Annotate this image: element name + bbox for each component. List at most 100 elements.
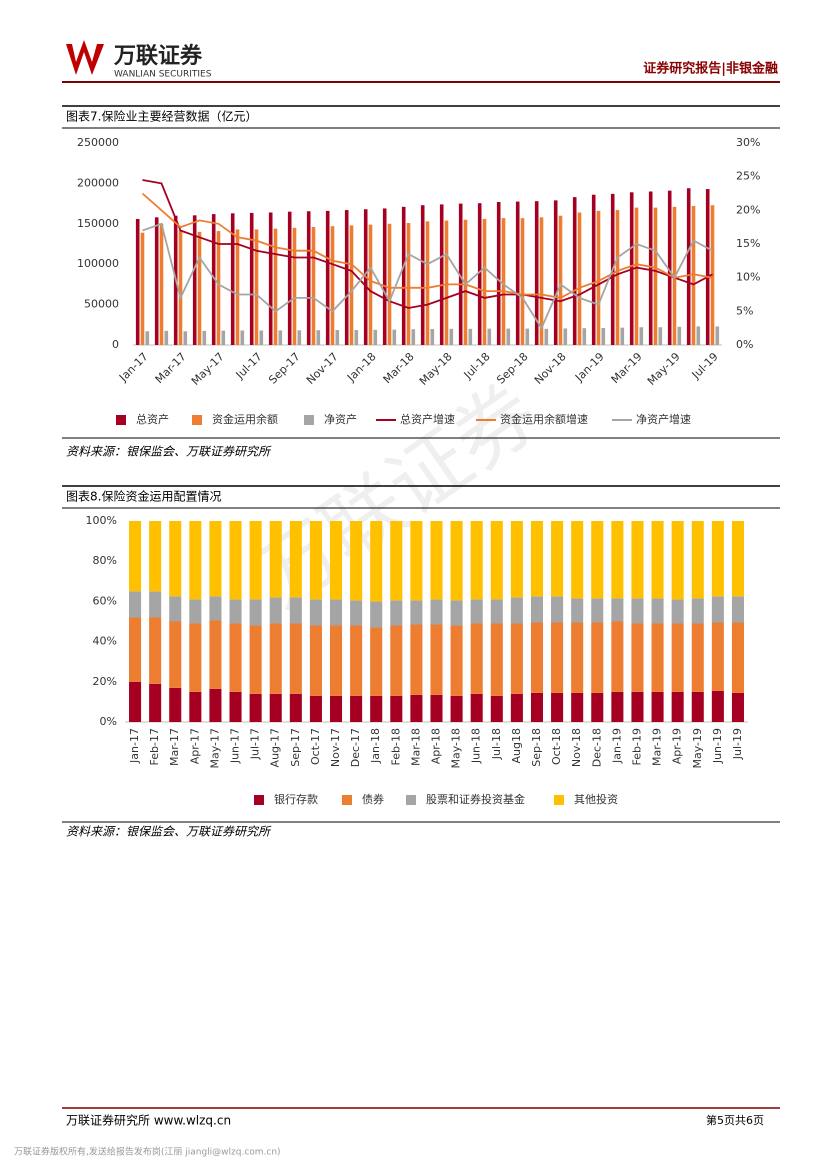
x-tick-label: Jan-17 — [116, 350, 151, 385]
x-tick-label: Jul-17 — [233, 350, 265, 382]
bar-segment — [530, 692, 544, 722]
bar-segment — [129, 591, 142, 618]
line-series — [142, 222, 713, 331]
bar-segment — [370, 521, 383, 602]
bar-segment — [269, 623, 282, 694]
x-tick-label: Nov-17 — [329, 728, 342, 767]
x-tick-label: Sep-18 — [530, 728, 543, 767]
x-tick-label: Nov-18 — [532, 350, 569, 387]
bar-segment — [430, 694, 443, 722]
bar-segment — [671, 623, 684, 692]
figure-title: 图表7.保险业主要经营数据（亿元） — [66, 109, 257, 124]
y2-tick-label: 20% — [736, 203, 760, 216]
bar — [468, 328, 473, 345]
bar — [425, 221, 430, 345]
bar — [292, 227, 297, 345]
bar-segment — [631, 521, 644, 599]
x-tick-label: Jan-18 — [369, 728, 382, 764]
bar-segment — [289, 597, 302, 624]
bar-segment — [671, 599, 684, 624]
bar-segment — [490, 521, 503, 600]
bar-segment — [229, 623, 242, 692]
bar — [197, 231, 202, 345]
bar — [368, 224, 373, 345]
bar-segment — [450, 600, 463, 626]
page-number: 第5页共6页 — [706, 1113, 764, 1127]
bar-segment — [450, 625, 463, 696]
y-tick-label: 20% — [93, 675, 117, 688]
bar — [230, 213, 235, 345]
bar-segment — [249, 599, 262, 626]
bar — [691, 206, 696, 345]
bar-segment — [430, 599, 443, 625]
bar-segment — [410, 694, 423, 722]
bar — [639, 327, 644, 345]
x-tick-label: Jun-17 — [229, 728, 242, 764]
x-tick-label: Sep-17 — [266, 350, 303, 387]
x-tick-label: May-18 — [450, 728, 463, 769]
x-tick-label: Jul-19 — [731, 728, 744, 760]
bar-segment — [470, 693, 483, 722]
bar — [140, 232, 145, 345]
bar-segment — [410, 600, 423, 625]
bar — [658, 327, 663, 345]
legend-swatch — [342, 795, 352, 805]
legend-label: 净资产增速 — [636, 412, 691, 426]
x-tick-label: Jan-19 — [572, 350, 607, 385]
bar-segment — [209, 688, 222, 722]
x-tick-label: Oct-18 — [550, 728, 563, 765]
bar-segment — [370, 627, 383, 696]
y2-tick-label: 30% — [736, 136, 760, 149]
y-tick-label: 150000 — [77, 217, 119, 230]
bar — [444, 220, 449, 345]
legend-label: 债券 — [362, 792, 384, 806]
bar — [582, 328, 587, 345]
bar — [392, 329, 397, 345]
bar-segment — [209, 596, 222, 621]
bar — [686, 188, 691, 345]
bar-segment — [490, 623, 503, 696]
bar-segment — [269, 693, 282, 722]
bar-segment — [551, 622, 564, 693]
footer-institute: 万联证券研究所 www.wlzq.cn — [66, 1113, 231, 1128]
bar-segment — [470, 599, 483, 624]
bar — [249, 212, 254, 345]
bar-segment — [611, 691, 624, 722]
bar-segment — [350, 695, 363, 722]
bar — [501, 218, 506, 345]
y-tick-label: 0% — [100, 715, 117, 728]
bar-segment — [490, 695, 503, 722]
x-tick-label: Mar-17 — [168, 728, 181, 766]
bar — [667, 190, 672, 345]
x-tick-label: May-18 — [417, 350, 455, 388]
bar — [558, 215, 563, 345]
legend-label: 资金运用余额增速 — [500, 412, 588, 426]
bar — [515, 201, 520, 345]
bar-segment — [129, 521, 142, 592]
bar-segment — [189, 691, 202, 722]
bar-segment — [591, 521, 604, 599]
bar-segment — [711, 622, 724, 691]
y-tick-label: 80% — [93, 554, 117, 567]
legend-swatch — [554, 795, 564, 805]
bar-segment — [129, 681, 142, 722]
legend-label: 其他投资 — [574, 792, 618, 806]
bar-segment — [571, 521, 584, 599]
legend-label: 总资产 — [136, 412, 169, 426]
bar-segment — [189, 521, 202, 600]
bar-segment — [329, 695, 343, 722]
bar-segment — [571, 692, 584, 722]
bar-segment — [711, 521, 724, 597]
bar — [430, 329, 435, 345]
bar — [596, 210, 601, 345]
figure-title: 图表8.保险资金运用配置情况 — [66, 489, 221, 504]
bar — [259, 330, 264, 345]
bar — [202, 330, 207, 345]
bar-segment — [470, 623, 483, 694]
bar-segment — [490, 599, 503, 624]
bar-segment — [731, 596, 744, 623]
bar-segment — [551, 521, 564, 597]
bar-segment — [591, 692, 604, 722]
bar-segment — [169, 621, 182, 688]
x-tick-label: Jan-17 — [128, 728, 141, 764]
